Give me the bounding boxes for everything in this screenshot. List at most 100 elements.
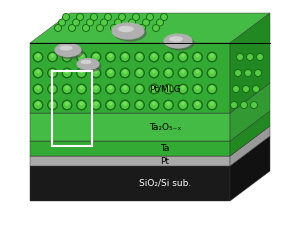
Circle shape (134, 99, 145, 110)
Circle shape (233, 86, 239, 92)
Circle shape (36, 86, 40, 90)
Circle shape (196, 70, 200, 74)
Circle shape (156, 18, 164, 27)
Circle shape (164, 85, 173, 93)
Circle shape (50, 86, 54, 90)
Circle shape (149, 51, 160, 62)
Circle shape (210, 53, 214, 58)
Circle shape (34, 85, 42, 93)
Circle shape (160, 13, 168, 21)
Circle shape (177, 51, 189, 62)
Ellipse shape (79, 61, 101, 72)
Circle shape (194, 69, 202, 77)
Circle shape (250, 101, 258, 109)
Circle shape (147, 14, 153, 20)
Circle shape (135, 101, 143, 109)
Circle shape (194, 85, 202, 93)
Circle shape (105, 99, 116, 110)
Circle shape (179, 53, 187, 61)
Polygon shape (30, 43, 230, 113)
Circle shape (123, 102, 127, 106)
Circle shape (166, 53, 170, 58)
Circle shape (206, 67, 217, 78)
Text: SiO₂/Si sub.: SiO₂/Si sub. (139, 179, 191, 188)
Circle shape (109, 70, 113, 74)
Polygon shape (30, 166, 230, 201)
Circle shape (107, 85, 115, 93)
Circle shape (152, 70, 156, 74)
Circle shape (82, 24, 90, 32)
Circle shape (79, 70, 84, 74)
Circle shape (255, 70, 261, 76)
Circle shape (206, 99, 217, 110)
Circle shape (181, 70, 185, 74)
Circle shape (107, 69, 115, 77)
Circle shape (90, 51, 101, 62)
Circle shape (50, 102, 54, 106)
Circle shape (111, 25, 117, 31)
Circle shape (231, 102, 237, 108)
Circle shape (65, 86, 69, 90)
Circle shape (134, 51, 145, 62)
Ellipse shape (164, 34, 192, 48)
Circle shape (164, 101, 173, 109)
Circle shape (150, 69, 158, 77)
Circle shape (149, 67, 160, 78)
Circle shape (63, 14, 69, 20)
Circle shape (256, 53, 264, 61)
Circle shape (92, 53, 100, 61)
Circle shape (90, 67, 101, 78)
Circle shape (54, 24, 62, 32)
Circle shape (58, 18, 66, 27)
Circle shape (33, 83, 43, 94)
Ellipse shape (60, 46, 73, 51)
Circle shape (87, 19, 93, 26)
Circle shape (92, 69, 100, 77)
Circle shape (76, 99, 87, 110)
Circle shape (139, 25, 145, 31)
Circle shape (62, 13, 70, 21)
Circle shape (152, 24, 160, 32)
Circle shape (77, 101, 86, 109)
Circle shape (104, 13, 112, 21)
Circle shape (125, 25, 131, 31)
Circle shape (150, 53, 158, 61)
Circle shape (153, 25, 159, 31)
Circle shape (36, 53, 40, 58)
Circle shape (194, 101, 202, 109)
Circle shape (33, 99, 43, 110)
Circle shape (76, 51, 87, 62)
Circle shape (63, 85, 71, 93)
Circle shape (92, 85, 100, 93)
Circle shape (142, 18, 150, 27)
Circle shape (90, 83, 101, 94)
Circle shape (134, 83, 145, 94)
Circle shape (92, 101, 100, 109)
Circle shape (86, 18, 94, 27)
Circle shape (135, 85, 143, 93)
Circle shape (192, 51, 203, 62)
Circle shape (33, 67, 43, 78)
Circle shape (138, 24, 146, 32)
Circle shape (150, 101, 158, 109)
Circle shape (47, 67, 58, 78)
Circle shape (251, 102, 257, 108)
Circle shape (76, 13, 84, 21)
Circle shape (34, 69, 42, 77)
Circle shape (164, 69, 173, 77)
Circle shape (90, 13, 98, 21)
Circle shape (77, 85, 86, 93)
Circle shape (69, 25, 75, 31)
Circle shape (163, 83, 174, 94)
Circle shape (96, 24, 104, 32)
Circle shape (133, 14, 139, 20)
Circle shape (196, 53, 200, 58)
Circle shape (59, 19, 65, 26)
Circle shape (244, 69, 252, 77)
Circle shape (245, 70, 251, 76)
Circle shape (128, 18, 136, 27)
Circle shape (121, 53, 129, 61)
Circle shape (94, 86, 98, 90)
Circle shape (77, 53, 86, 61)
Circle shape (242, 85, 250, 93)
